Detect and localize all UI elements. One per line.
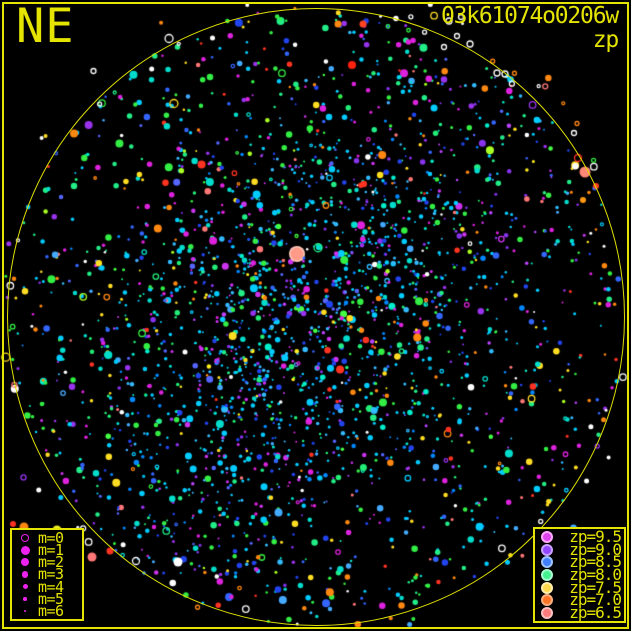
- legend-zp-row: zp=6.5: [535, 602, 624, 622]
- zp-marker-icon: [541, 594, 553, 607]
- legend-zp-row: zp=8.5: [535, 552, 624, 572]
- legend-zp-row: zp=7.5: [535, 577, 624, 597]
- m-marker-icon: [21, 558, 29, 567]
- legend-zp-label: zp=8.5: [569, 552, 622, 572]
- legend-zp-label: zp=7.0: [569, 590, 622, 610]
- header-right: 03k61074o0206w zp: [440, 3, 619, 54]
- zeropoint-legend: zp=9.5 zp=9.0 zp=8.5 zp=8.0 zp=7.5 zp=7.…: [533, 527, 626, 623]
- orientation-label: NE: [16, 0, 75, 54]
- field-boundary-circle: [6, 7, 625, 626]
- zp-marker-icon: [541, 556, 553, 569]
- legend-m-label: m=5: [38, 589, 64, 608]
- m-marker-icon: [23, 609, 27, 613]
- legend-m-label: m=2: [38, 553, 64, 572]
- legend-m-row: m=3: [12, 565, 82, 584]
- legend-zp-label: zp=8.0: [569, 565, 622, 585]
- legend-zp-row: zp=9.0: [535, 539, 624, 559]
- legend-m-label: m=3: [38, 565, 64, 584]
- colorbar-label: zp: [592, 27, 619, 54]
- zp-marker-icon: [541, 543, 553, 556]
- legend-m-row: m=6: [12, 601, 82, 620]
- m-marker-icon: [21, 571, 29, 578]
- magnitude-legend: m=0 m=1 m=2 m=3 m=4 m=5 m=6: [10, 528, 84, 621]
- legend-m-row: m=2: [12, 553, 82, 572]
- legend-zp-row: zp=7.0: [535, 590, 624, 610]
- m-marker-icon: [23, 597, 27, 601]
- legend-m-label: m=0: [38, 529, 64, 548]
- legend-zp-label: zp=9.5: [569, 527, 622, 547]
- zp-marker-icon: [541, 606, 553, 619]
- legend-m-label: m=1: [38, 541, 64, 560]
- zp-marker-icon: [541, 531, 553, 544]
- legend-zp-label: zp=6.5: [569, 602, 622, 622]
- m-marker-icon: [21, 534, 29, 543]
- legend-zp-label: zp=7.5: [569, 577, 622, 597]
- m-marker-icon: [22, 584, 28, 590]
- legend-zp-row: zp=8.0: [535, 565, 624, 585]
- legend-m-row: m=0: [12, 529, 82, 548]
- legend-m-label: m=4: [38, 577, 64, 596]
- legend-m-row: m=1: [12, 541, 82, 560]
- zp-marker-icon: [541, 569, 553, 582]
- zp-marker-icon: [541, 581, 553, 594]
- legend-m-row: m=4: [12, 577, 82, 596]
- legend-zp-row: zp=9.5: [535, 527, 624, 547]
- m-marker-icon: [20, 545, 30, 555]
- legend-m-row: m=5: [12, 589, 82, 608]
- legend-zp-label: zp=9.0: [569, 539, 622, 559]
- exposure-title: 03k61074o0206w: [440, 3, 619, 29]
- legend-m-label: m=6: [38, 601, 64, 620]
